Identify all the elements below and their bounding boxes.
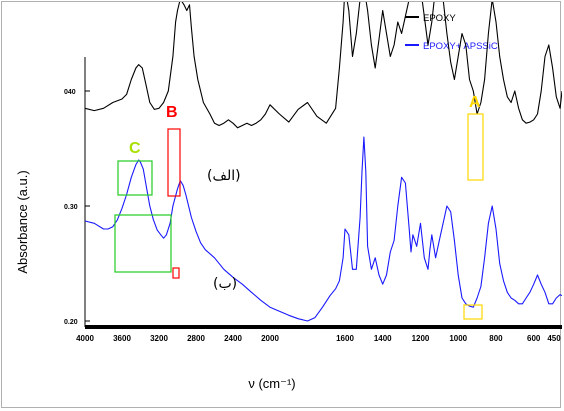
y-tick-label: 040 xyxy=(64,89,76,96)
y-tick-label: 0.20 xyxy=(64,319,78,326)
legend-label-epoxy: EPOXY xyxy=(423,13,456,24)
legend: EPOXY EPOXY+ APSSiC xyxy=(405,13,498,52)
annotation-a-box-composite xyxy=(463,304,483,320)
annotation-b: B xyxy=(166,104,181,279)
x-tick-label: 2800 xyxy=(187,334,205,343)
x-tick-label: 2400 xyxy=(224,334,242,343)
series-line-epoxy-apssic xyxy=(84,136,562,322)
legend-label-epoxy-apssic: EPOXY+ APSSiC xyxy=(423,41,498,52)
x-tick-label: 3200 xyxy=(150,334,168,343)
x-tick-label: 1400 xyxy=(374,334,392,343)
annotation-a-box-epoxy xyxy=(467,113,484,181)
x-tick-label: 4000 xyxy=(76,334,94,343)
x-tick-label: 1000 xyxy=(449,334,467,343)
x-tick-label: 450 xyxy=(547,334,561,343)
x-tick-label: 2000 xyxy=(261,334,279,343)
annotation-a-label: A xyxy=(469,94,481,111)
annotation-b-label: B xyxy=(166,104,178,121)
curve-label-composite: (ب) xyxy=(213,276,237,292)
annotation-c-label: C xyxy=(129,140,141,157)
x-tick-label: 800 xyxy=(489,334,503,343)
x-axis-bar xyxy=(85,325,562,329)
x-axis-label: ν (cm⁻¹) xyxy=(248,376,295,391)
x-tick-label: 3600 xyxy=(113,334,131,343)
y-tick-label: 0.30 xyxy=(64,204,78,211)
annotation-c-box-composite xyxy=(114,214,172,273)
annotation-c-box-epoxy xyxy=(117,160,153,196)
y-axis-label: Absorbance (a.u.) xyxy=(15,170,30,273)
annotation-c: C xyxy=(114,140,172,273)
series-line-epoxy xyxy=(84,2,562,129)
x-tick-label: 1200 xyxy=(412,334,430,343)
x-tick-label: 600 xyxy=(527,334,541,343)
x-tick-label: 1600 xyxy=(336,334,354,343)
annotation-a: A xyxy=(463,94,484,320)
annotation-b-box-epoxy xyxy=(167,128,181,197)
annotation-b-box-composite xyxy=(172,267,180,279)
curve-label-epoxy: (الف) xyxy=(207,168,241,184)
